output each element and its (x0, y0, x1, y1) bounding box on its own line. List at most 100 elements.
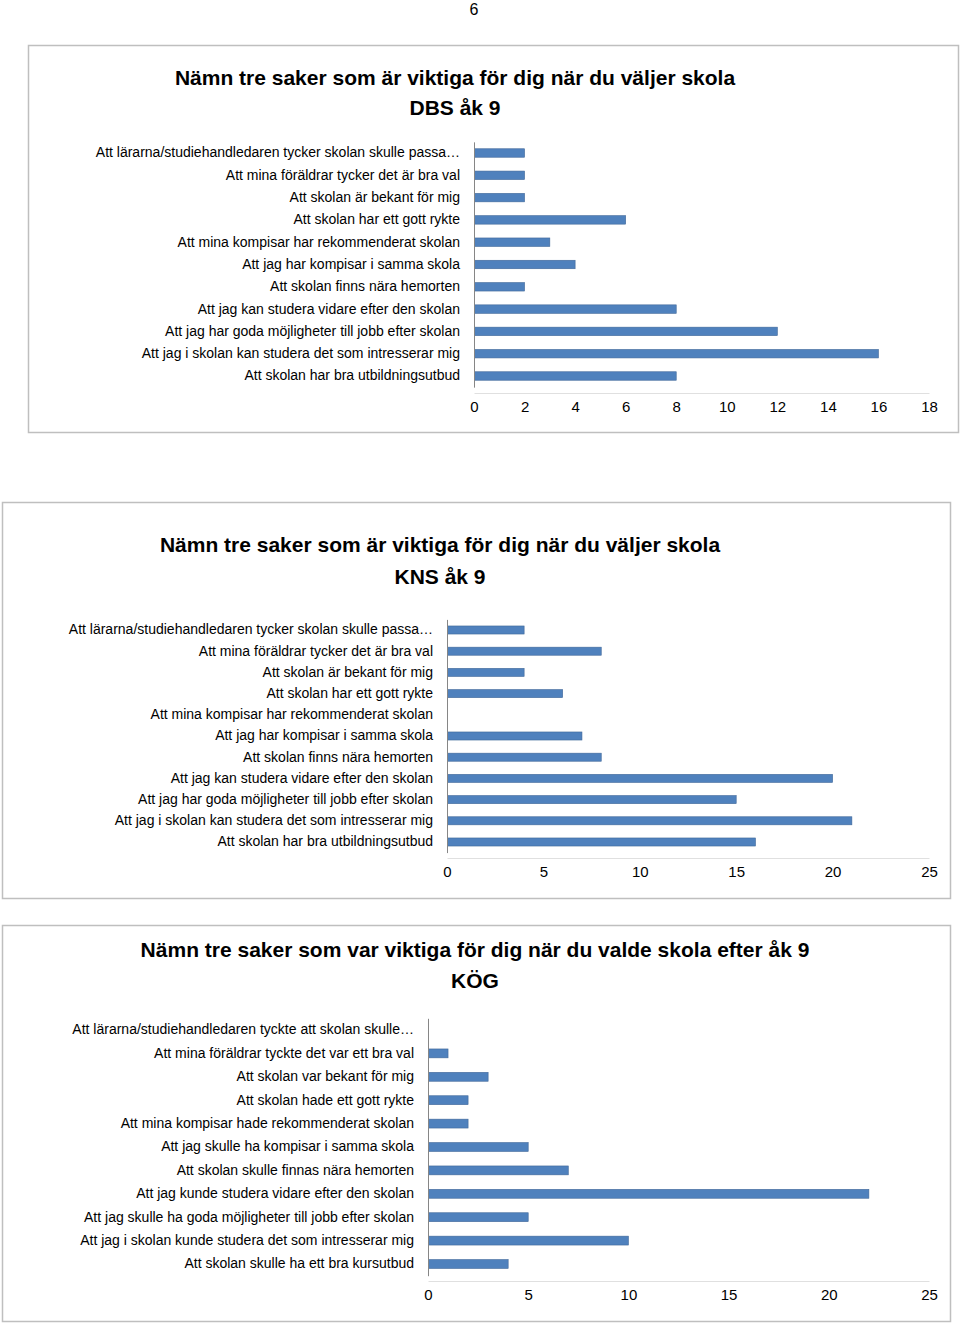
category-label: Att skolan finns nära hemorten (243, 749, 433, 765)
tick: Att jag skulle ha goda möjligheter till … (84, 1209, 414, 1225)
category-label: Att jag kan studera vidare efter den sko… (198, 301, 460, 317)
bar (447, 774, 833, 782)
tick: Att jag kunde studera vidare efter den s… (136, 1185, 414, 1201)
tick: Att mina kompisar har rekommenderat skol… (151, 706, 433, 722)
tick: 20 (825, 858, 842, 880)
tick: Att skolan skulle ha ett bra kursutbud (184, 1255, 414, 1271)
tick: Att jag skulle ha kompisar i samma skola (161, 1138, 414, 1154)
bar (447, 838, 755, 846)
tick: Att lärarna/studiehandledaren tycker sko… (96, 144, 460, 160)
tick-label: 6 (622, 398, 630, 415)
tick: 25 (921, 858, 938, 880)
tick-label: 12 (769, 398, 786, 415)
tick-label: 2 (521, 398, 529, 415)
category-label: Att skolan var bekant för mig (237, 1068, 414, 1084)
tick: 0 (424, 1281, 432, 1303)
category-label: Att jag har kompisar i samma skola (215, 727, 433, 743)
bar (428, 1072, 488, 1081)
tick-label: 8 (673, 398, 681, 415)
tick: Att jag i skolan kunde studera det som i… (80, 1232, 414, 1248)
tick-label: 20 (825, 863, 842, 880)
chart-frame (3, 926, 951, 1322)
tick-label: 14 (820, 398, 837, 415)
y-axis: Att lärarna/studiehandledaren tycker sko… (69, 620, 448, 853)
category-label: Att jag kan studera vidare efter den sko… (171, 770, 433, 786)
tick: Att lärarna/studiehandledaren tyckte att… (72, 1021, 414, 1037)
tick: Att jag i skolan kan studera det som int… (142, 345, 460, 361)
tick: 15 (721, 1281, 738, 1303)
bar (474, 305, 676, 313)
tick: Att mina kompisar har rekommenderat skol… (178, 234, 460, 250)
chart: Nämn tre saker som är viktiga för dig nä… (3, 503, 951, 899)
category-label: Att skolan hade ett gott rykte (237, 1092, 415, 1108)
tick: 10 (621, 1281, 638, 1303)
chart-subtitle: DBS åk 9 (409, 96, 500, 119)
bar (428, 1119, 468, 1128)
chart-frame (29, 46, 959, 433)
bar (474, 283, 525, 291)
tick: Att mina föräldrar tycker det är bra val (199, 643, 433, 659)
chart: Nämn tre saker som är viktiga för dig nä… (29, 46, 959, 433)
tick-label: 18 (921, 398, 938, 415)
axis-line (475, 393, 930, 394)
category-label: Att skolan har bra utbildningsutbud (217, 833, 433, 849)
category-label: Att skolan har bra utbildningsutbud (244, 367, 460, 383)
tick: Att skolan är bekant för mig (263, 664, 433, 680)
tick: 10 (719, 393, 736, 415)
tick: Att jag kan studera vidare efter den sko… (171, 770, 433, 786)
tick: 5 (525, 1281, 533, 1303)
tick: 16 (871, 393, 888, 415)
tick: 15 (728, 858, 745, 880)
tick: Att skolan finns nära hemorten (243, 749, 433, 765)
category-label: Att jag kunde studera vidare efter den s… (136, 1185, 414, 1201)
category-label: Att mina kompisar har rekommenderat skol… (178, 234, 460, 250)
chart-subtitle: KÖG (451, 969, 499, 992)
tick-label: 5 (525, 1286, 533, 1303)
tick-label: 10 (719, 398, 736, 415)
tick: 8 (673, 393, 681, 415)
tick: Att lärarna/studiehandledaren tycker sko… (69, 621, 433, 637)
x-axis: 0 5 10 15 20 25 (443, 858, 938, 880)
category-label: Att jag i skolan kunde studera det som i… (80, 1232, 414, 1248)
bar (474, 349, 878, 357)
tick-label: 25 (921, 1286, 938, 1303)
bar (428, 1166, 568, 1175)
chart: Nämn tre saker som var viktiga för dig n… (3, 926, 951, 1322)
category-label: Att skolan har ett gott rykte (266, 685, 433, 701)
bar (428, 1260, 508, 1269)
tick: Att skolan har bra utbildningsutbud (217, 833, 433, 849)
category-label: Att lärarna/studiehandledaren tyckte att… (72, 1021, 414, 1037)
tick: 12 (769, 393, 786, 415)
tick: Att skolan skulle finnas nära hemorten (177, 1162, 414, 1178)
axis-line (448, 858, 930, 859)
bar (428, 1143, 528, 1152)
tick: 0 (443, 858, 451, 880)
tick: Att skolan finns nära hemorten (270, 278, 460, 294)
axis-line (429, 1281, 930, 1282)
bars (447, 626, 852, 846)
chart-subtitle: KNS åk 9 (394, 565, 485, 588)
x-axis: 0 5 10 15 20 25 (424, 1281, 938, 1303)
category-label: Att jag skulle ha kompisar i samma skola (161, 1138, 414, 1154)
category-label: Att jag har goda möjligheter till jobb e… (138, 791, 433, 807)
tick: 6 (622, 393, 630, 415)
axis-line (474, 142, 475, 387)
bar (428, 1096, 468, 1105)
tick-label: 0 (443, 863, 451, 880)
tick: 10 (632, 858, 649, 880)
tick: 2 (521, 393, 529, 415)
tick-label: 5 (540, 863, 548, 880)
tick-label: 20 (821, 1286, 838, 1303)
tick: Att skolan har ett gott rykte (266, 685, 433, 701)
tick: Att skolan har ett gott rykte (293, 211, 460, 227)
axis-line (428, 1019, 429, 1276)
tick: Att mina kompisar hade rekommenderat sko… (121, 1115, 414, 1131)
bars (474, 149, 878, 380)
bar (474, 260, 575, 268)
tick-label: 0 (470, 398, 478, 415)
bar (474, 238, 550, 246)
category-label: Att skolan finns nära hemorten (270, 278, 460, 294)
y-axis: Att lärarna/studiehandledaren tycker sko… (96, 142, 475, 387)
tick: Att skolan har bra utbildningsutbud (244, 367, 460, 383)
chart-title: Nämn tre saker som är viktiga för dig nä… (175, 66, 736, 89)
